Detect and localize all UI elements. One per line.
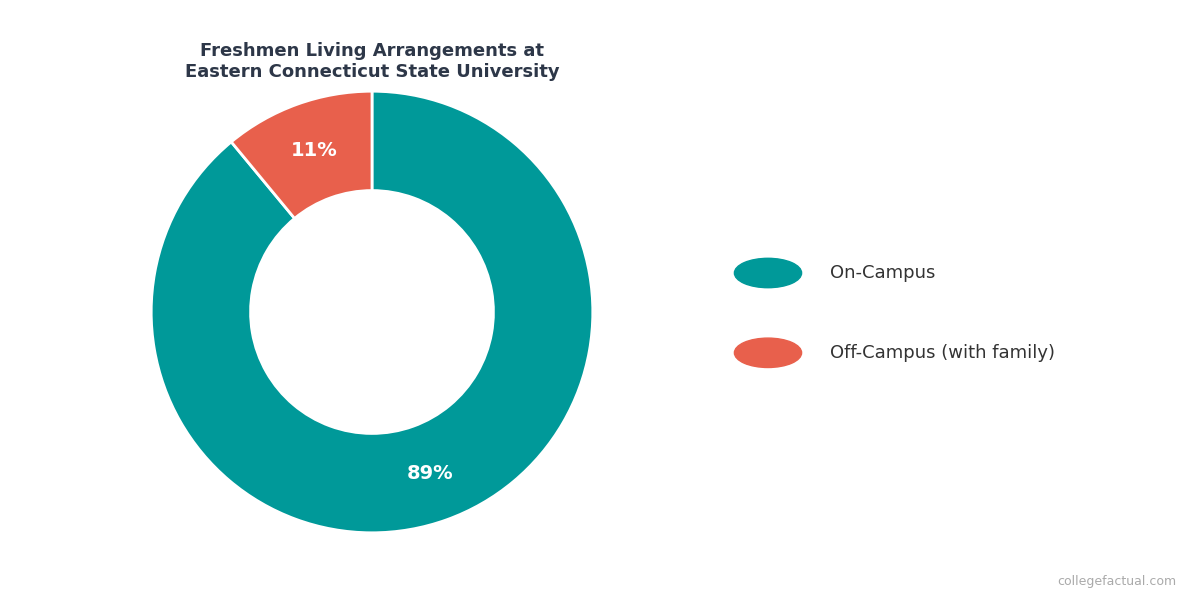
- Text: Freshmen Living Arrangements at
Eastern Connecticut State University: Freshmen Living Arrangements at Eastern …: [185, 42, 559, 81]
- Wedge shape: [232, 91, 372, 218]
- Wedge shape: [151, 91, 593, 533]
- Text: Off-Campus (with family): Off-Campus (with family): [830, 344, 1056, 362]
- Circle shape: [734, 338, 802, 367]
- Text: 89%: 89%: [407, 464, 454, 482]
- Text: On-Campus: On-Campus: [830, 264, 936, 282]
- Text: 11%: 11%: [290, 142, 337, 160]
- Circle shape: [734, 259, 802, 288]
- Text: collegefactual.com: collegefactual.com: [1057, 575, 1176, 588]
